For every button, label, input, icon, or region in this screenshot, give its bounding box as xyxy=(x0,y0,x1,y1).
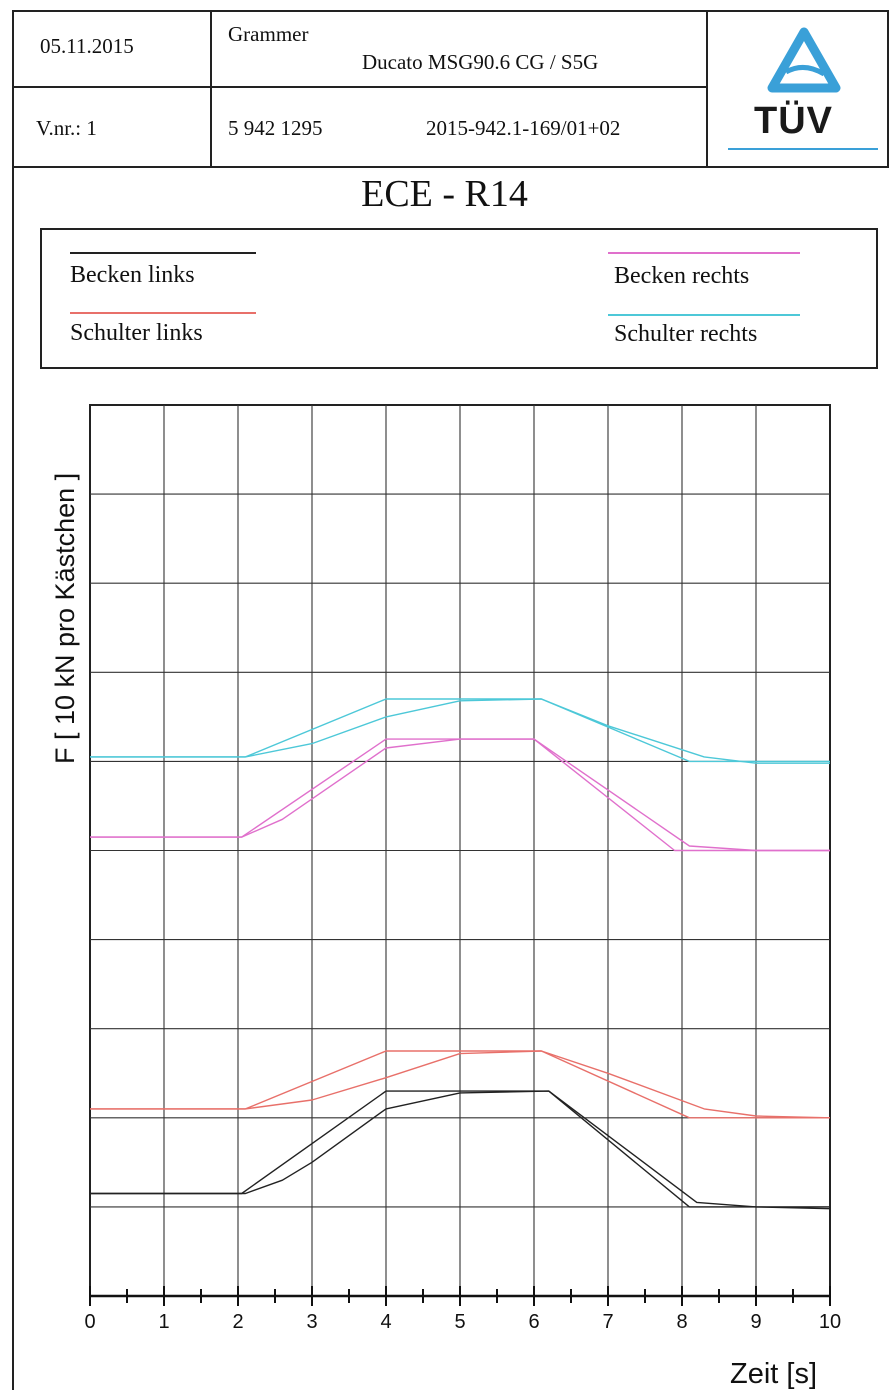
legend-swatch-becken-rechts xyxy=(608,252,800,254)
legend-label-schulter-links: Schulter links xyxy=(70,320,203,346)
tuv-triangle-icon xyxy=(767,27,841,93)
header-divider xyxy=(12,86,706,88)
x-tick-label: 2 xyxy=(232,1311,243,1333)
tuv-logo-text: TÜV xyxy=(754,100,833,142)
tuv-underline xyxy=(728,148,878,150)
legend: Becken links Schulter links Becken recht… xyxy=(40,228,878,369)
x-tick-label: 0 xyxy=(84,1311,95,1333)
chart-axes: 0 1 2 3 4 5 6 7 8 9 10 xyxy=(84,1286,841,1333)
x-tick-label: 10 xyxy=(819,1311,841,1333)
series-line-schulter-links-2 xyxy=(90,1050,831,1119)
header-divider xyxy=(210,10,212,168)
x-tick-label: 7 xyxy=(602,1311,613,1333)
part-number: 5 942 1295 xyxy=(228,116,323,140)
legend-label-becken-links: Becken links xyxy=(70,262,195,288)
legend-label-schulter-rechts: Schulter rechts xyxy=(614,321,758,347)
x-axis-label: Zeit [s] xyxy=(730,1358,817,1390)
product-name: Ducato MSG90.6 CG / S5G xyxy=(362,50,599,74)
x-tick-label: 6 xyxy=(528,1311,539,1333)
version-number: V.nr.: 1 xyxy=(36,116,97,140)
legend-swatch-schulter-links xyxy=(70,312,256,314)
y-axis-label: F [ 10 kN pro Kästchen ] xyxy=(50,473,80,764)
report-date: 05.11.2015 xyxy=(40,34,134,58)
x-tick-label: 4 xyxy=(380,1311,391,1333)
chart-series xyxy=(90,698,831,1210)
x-tick-label: 8 xyxy=(676,1311,687,1333)
report-number: 2015-942.1-169/01+02 xyxy=(426,116,621,140)
series-line-schulter-rechts-2 xyxy=(90,698,830,764)
chart-title: ECE - R14 xyxy=(361,173,528,215)
x-tick-label: 3 xyxy=(306,1311,317,1333)
legend-swatch-schulter-rechts xyxy=(608,314,800,316)
legend-swatch-becken-links xyxy=(70,252,256,254)
x-tick-label: 5 xyxy=(454,1311,465,1333)
legend-label-becken-rechts: Becken rechts xyxy=(614,263,750,289)
x-tick-label: 1 xyxy=(158,1311,169,1333)
header-divider xyxy=(12,10,889,12)
header-divider xyxy=(706,10,708,168)
header-divider xyxy=(12,166,889,168)
series-line-becken-links-2 xyxy=(90,1090,831,1210)
header-table: 05.11.2015 Grammer Ducato MSG90.6 CG / S… xyxy=(12,10,889,168)
company-name: Grammer xyxy=(228,22,309,46)
series-line-becken-rechts-2 xyxy=(90,738,830,852)
x-tick-label: 9 xyxy=(750,1311,761,1333)
header-divider xyxy=(887,10,889,168)
